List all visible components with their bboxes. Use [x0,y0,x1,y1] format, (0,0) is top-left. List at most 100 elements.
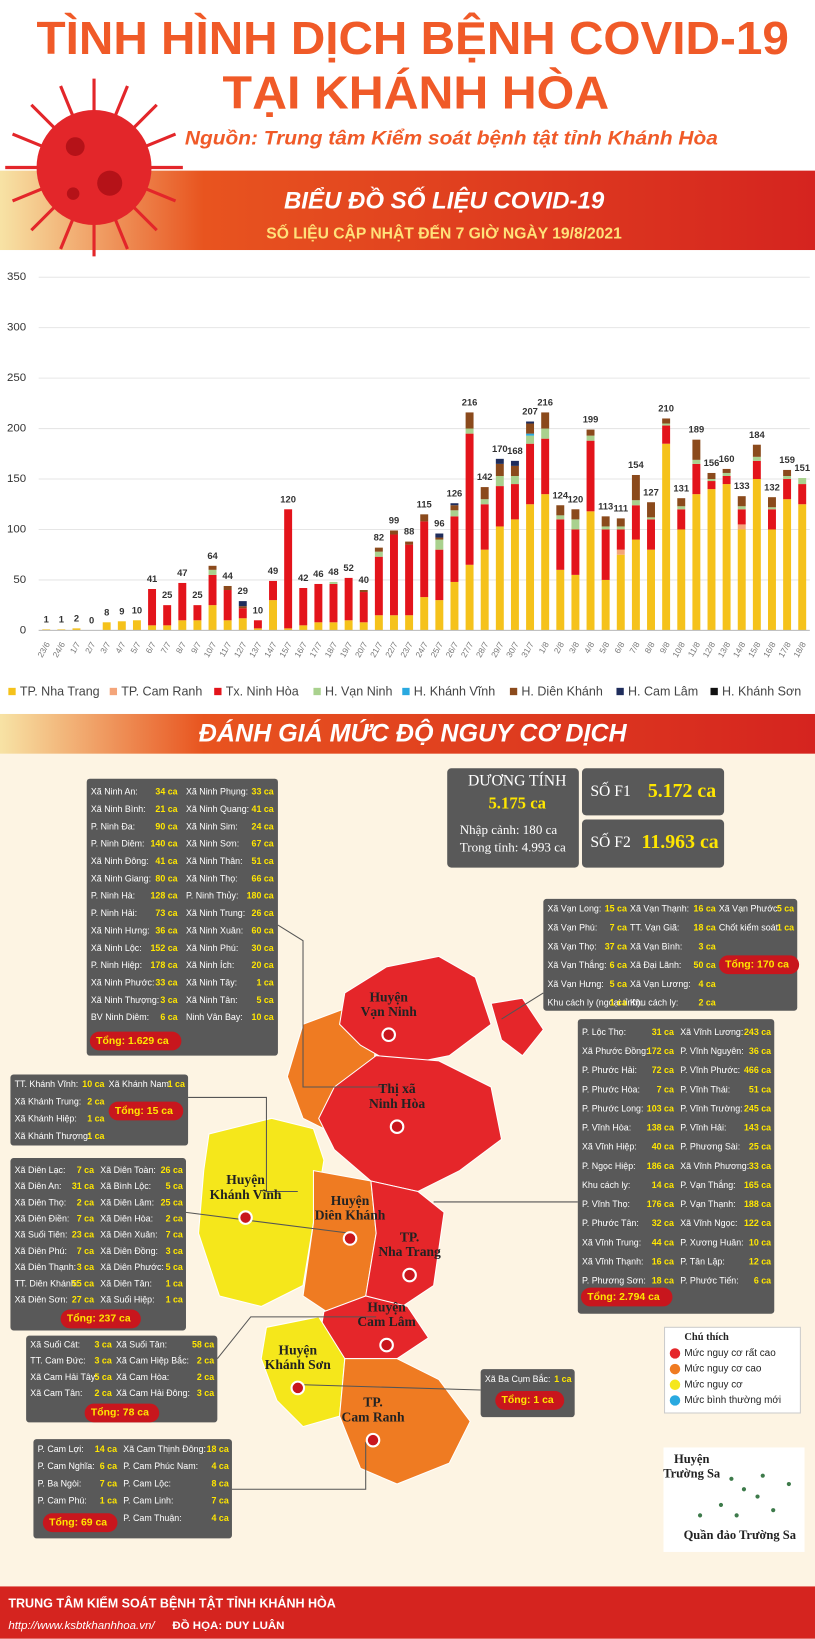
footer-org: TRUNG TÂM KIỂM SOÁT BỆNH TẬT TỈNH KHÁNH … [8,1596,335,1611]
total-label: 2 [74,612,79,623]
ward-name: P. Phương Sài: [680,1142,740,1152]
bar-segment [631,539,640,631]
total-label: 210 [658,403,674,414]
ward-name: P. Ninh Hà: [91,891,135,901]
total-label: 132 [764,481,780,492]
map-label: Khánh Sơn [265,1357,331,1372]
bar-segment [586,511,595,631]
total-label: 120 [280,493,296,504]
ward-name: P. Vĩnh Phước: [680,1065,740,1075]
bar-segment [526,423,535,434]
bar-segment [526,433,535,436]
bar-segment [299,587,308,626]
bar-segment [495,475,504,487]
ward-name: Xã Ninh Thượng: [91,995,159,1005]
map-label: TP. [400,1230,420,1245]
bar-segment [692,439,701,460]
bar-segment [722,475,731,485]
map-label: Huyện [331,1193,370,1208]
bar-segment [798,484,807,505]
ward-name: Xã Diên Lâm: [100,1197,154,1207]
bar-segment [556,519,565,570]
bar-segment [752,460,761,480]
total-label: 82 [374,532,384,543]
bar-segment [163,625,172,631]
ward-cases: 466 ca [744,1065,771,1075]
map-marker [342,1231,358,1246]
ward-name: Xã Ninh Ích: [186,960,234,970]
total-label: 99 [389,515,399,526]
legend-label: Mức nguy cơ cao [684,1364,761,1375]
ward-name: Xã Cam Hải Tây: [30,1372,97,1382]
total-pill [718,955,800,975]
ward-cases: 33 ca [252,787,274,797]
bar-segment [132,620,141,631]
ward-name: Xã Diên Hòa: [100,1214,153,1224]
ward-name: Xã Ninh An: [91,787,138,797]
map-label: Thị xã [378,1081,416,1096]
inset-box [663,1447,805,1552]
total-label: 207 [522,406,538,417]
total-pill [84,1403,160,1423]
ward-name: Xã Ninh Phước: [91,977,155,987]
bar-segment [616,554,625,631]
ward-cases: 243 ca [744,1027,771,1037]
ward-cases: 36 ca [749,1046,771,1056]
ward-cases: 7 ca [212,1496,229,1506]
ward-cases: 143 ca [744,1123,771,1133]
local: Trong tỉnh: 4.993 ca [460,840,566,855]
ward-cases: 41 ca [252,804,274,814]
ward-cases: 55 ca [72,1278,94,1288]
ward-cases: 2 ca [77,1197,94,1207]
bar-segment [405,615,414,631]
total-label: 133 [734,480,750,491]
ward-cases: 32 ca [652,1218,674,1228]
bar-segment [692,494,701,631]
ward-name: Xã Phước Đồng: [582,1046,649,1056]
ward-cases: 10 ca [82,1079,104,1089]
bar-segment [223,585,232,591]
map-marker [238,1210,253,1225]
bar-segment [269,580,277,601]
ward-cases: 25 ca [161,1197,183,1207]
legend-label: Mức bình thường mới [684,1395,781,1406]
ward-cases: 2 ca [197,1372,214,1382]
ward-name: Xã Ninh Thân: [186,856,243,866]
bar-segment [193,605,202,621]
bar-segment [571,519,580,530]
bar-segment [269,600,277,631]
legend-swatch [214,687,222,696]
ward-cases: 26 ca [161,1165,183,1175]
ward-name: P. Phước Hải: [582,1065,637,1075]
bar-segment [495,486,504,527]
bar-segment [768,529,776,631]
ward-name: P. Cam Thuận: [123,1513,181,1523]
bar-segment [510,475,519,485]
ward-cases: 66 ca [252,873,274,883]
ward-cases: 103 ca [647,1103,674,1113]
box-total: Tổng: 1.629 ca [96,1035,169,1047]
ward-name: Xã Diên Thạnh: [15,1262,77,1272]
legend-swatch [8,687,16,696]
inset-label: Huyện [674,1452,710,1466]
total-label: 52 [343,562,353,573]
bar-segment [465,433,474,565]
ward-name: Xã Khánh Hiệp: [15,1114,77,1124]
ward-name: Xã Diên Phú: [15,1246,67,1256]
bar-segment [768,507,776,510]
y-tick-label: 350 [7,271,26,283]
total-label: 29 [238,585,248,596]
bar-segment [390,530,398,535]
ward-name: Xã Vạn Thắng: [548,960,607,970]
ward-name: P. Ninh Diêm: [91,839,145,849]
total-pill [108,1101,184,1121]
bar-segment [677,506,686,510]
y-tick-label: 0 [20,624,26,636]
ward-cases: 178 ca [150,960,177,970]
ward-cases: 10 ca [749,1237,771,1247]
ward-cases: 176 ca [647,1199,674,1209]
bar-segment [783,469,792,476]
ward-name: P. Lộc Thọ: [582,1027,626,1037]
ward-cases: 18 ca [652,1276,674,1286]
bar-segment [480,487,489,500]
